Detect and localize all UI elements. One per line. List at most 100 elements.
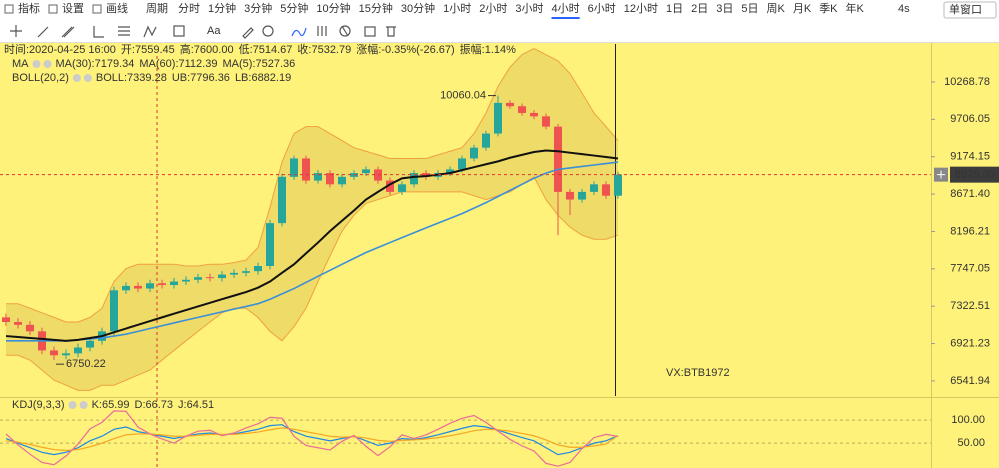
tool-hide[interactable] — [339, 25, 351, 37]
tool-channel[interactable] — [61, 26, 75, 38]
y-tick-label: 9706.05 — [950, 113, 990, 125]
period-button[interactable]: 3日 — [716, 3, 733, 15]
toolbar-button[interactable]: 指标 — [18, 1, 40, 15]
toolbar-button[interactable]: 画线 — [106, 1, 128, 15]
candle-body — [398, 184, 406, 192]
period-button[interactable]: 年K — [846, 1, 865, 15]
low-annotation: 6750.22 — [66, 358, 106, 370]
legend-entry: MA(5):7527.36 — [222, 58, 295, 70]
tool-circle[interactable] — [262, 25, 274, 37]
candle-body — [470, 147, 478, 159]
tool-layer[interactable] — [364, 26, 376, 37]
period-button[interactable]: 12小时 — [624, 2, 658, 15]
ma-line — [5, 149, 619, 342]
period-button[interactable]: 3小时 — [515, 2, 543, 15]
boll-band-area — [6, 48, 618, 391]
candle-body — [566, 191, 574, 200]
candle-body — [74, 347, 82, 354]
period-button[interactable]: 月K — [793, 3, 812, 15]
period-button[interactable]: 10分钟 — [316, 1, 350, 15]
period-button[interactable]: 6小时 — [588, 2, 616, 15]
legend-close[interactable] — [79, 401, 88, 409]
kdj-line — [5, 424, 619, 456]
candle-body — [146, 283, 154, 289]
tool-line[interactable] — [37, 26, 49, 38]
tool-text[interactable]: Aa — [207, 25, 221, 37]
tool-lock[interactable] — [317, 26, 327, 36]
info-field: 振幅:1.14% — [460, 42, 516, 56]
tool-rect[interactable] — [173, 25, 185, 37]
period-button[interactable]: 4小时 — [552, 2, 580, 15]
period-button[interactable]: 3分钟 — [244, 1, 272, 15]
y-tick-label: 6921.23 — [950, 337, 990, 349]
toolbar-icon[interactable] — [92, 4, 102, 14]
tool-brush[interactable] — [242, 27, 254, 39]
window-select[interactable]: 单窗口 — [949, 2, 982, 16]
toolbar-icon[interactable] — [4, 4, 14, 14]
candle-body — [554, 126, 562, 192]
period-button[interactable]: 15分钟 — [359, 1, 393, 15]
period-button[interactable]: 30分钟 — [401, 1, 435, 15]
candle-body — [386, 180, 394, 192]
y-tick-label: 8671.40 — [950, 188, 990, 200]
legend-entry: MA(60):7112.39 — [139, 58, 217, 70]
period-button[interactable]: 2日 — [691, 3, 708, 15]
candle-body — [326, 173, 334, 185]
drawing-toolbar-bg — [0, 20, 999, 42]
legend-toggle[interactable] — [72, 74, 81, 82]
candle-body — [518, 106, 526, 113]
legend-entry: K:65.99 — [92, 399, 130, 411]
tool-delete[interactable] — [386, 26, 396, 37]
tool-cross[interactable] — [10, 25, 22, 37]
legend-close[interactable] — [83, 74, 92, 82]
candle-body — [242, 271, 250, 273]
period-button[interactable]: 5日 — [741, 3, 758, 15]
period-button[interactable]: 5分钟 — [280, 1, 308, 15]
window-select-box[interactable] — [943, 1, 997, 19]
legend-toggle[interactable] — [32, 60, 41, 68]
kdj-line — [5, 410, 619, 467]
legend-entry: J:64.51 — [178, 399, 214, 411]
period-button[interactable]: 1分钟 — [208, 1, 236, 15]
period-button[interactable]: 2小时 — [479, 2, 507, 15]
candle-body — [62, 353, 70, 356]
tool-fib[interactable] — [118, 26, 130, 36]
period-button[interactable]: 1小时 — [443, 2, 471, 15]
add-button-icon[interactable] — [937, 170, 945, 179]
candle-body — [170, 281, 178, 286]
candle-body — [494, 102, 502, 134]
candle-body — [602, 184, 610, 196]
toolbar-button[interactable]: 设置 — [62, 2, 84, 15]
info-field: 收:7532.79 — [297, 42, 351, 56]
candle-body — [410, 173, 418, 185]
legend-close[interactable] — [43, 60, 52, 68]
y-tick-label: 10268.78 — [944, 76, 990, 88]
candle-body — [530, 112, 538, 117]
boll-band-edge — [6, 47, 619, 323]
tool-curve[interactable] — [291, 27, 307, 37]
period-label: 周期 — [146, 2, 168, 15]
candle-body — [218, 274, 226, 279]
period-button[interactable]: 周K — [767, 2, 786, 15]
candle-body — [590, 184, 598, 192]
legend-toggle[interactable] — [68, 401, 77, 409]
drawing-tools[interactable] — [10, 25, 396, 39]
candle-body — [182, 279, 190, 282]
period-button[interactable]: 分时 — [178, 2, 200, 15]
y-tick-label: 6541.94 — [950, 375, 990, 387]
toolbar-icon[interactable] — [48, 4, 58, 14]
period-button[interactable]: 1日 — [666, 3, 683, 15]
legend-entry: BOLL(20,2) — [12, 72, 69, 84]
refresh-indicator[interactable]: 4s — [898, 3, 910, 15]
candle-body — [506, 102, 514, 107]
tool-angle[interactable] — [93, 26, 104, 38]
last-price-tag — [950, 166, 999, 183]
candle-body — [482, 133, 490, 148]
candle-body — [278, 176, 286, 224]
candle-body — [314, 173, 322, 181]
tool-wave[interactable] — [143, 25, 157, 38]
candle-body — [446, 169, 454, 174]
period-button[interactable]: 季K — [819, 2, 838, 15]
kdj-tick-label: 100.00 — [951, 414, 985, 426]
